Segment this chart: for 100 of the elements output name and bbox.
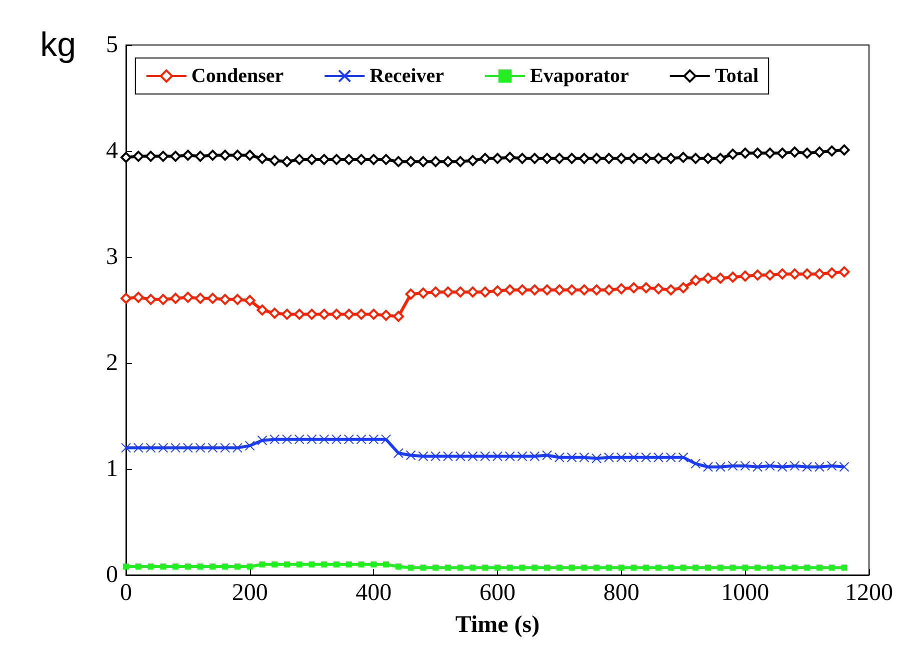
point (132, 292, 144, 303)
point (294, 154, 305, 165)
point (321, 561, 328, 568)
point (442, 286, 454, 298)
point (306, 434, 317, 444)
point (640, 282, 652, 294)
point (792, 564, 798, 571)
x-tick-label: 200 (232, 580, 268, 606)
point (839, 462, 850, 472)
point (705, 564, 712, 571)
point (566, 452, 577, 462)
point (653, 452, 664, 462)
point (256, 304, 268, 316)
point (554, 452, 564, 462)
point (603, 152, 614, 164)
point (331, 308, 342, 320)
point (702, 152, 714, 164)
point (284, 561, 290, 568)
point (519, 564, 526, 571)
point (530, 451, 540, 462)
point (579, 452, 590, 462)
point (554, 284, 565, 296)
point (754, 564, 761, 571)
point (467, 155, 478, 166)
point (234, 564, 240, 570)
point (308, 561, 315, 568)
point (158, 442, 168, 453)
point (655, 564, 662, 571)
point (482, 564, 488, 571)
point (517, 451, 528, 462)
point (556, 564, 562, 571)
x-tick-label: 1200 (845, 580, 893, 606)
point (764, 460, 775, 471)
point (668, 564, 674, 571)
point (665, 152, 676, 164)
point (256, 152, 268, 164)
point (826, 146, 838, 156)
point (616, 283, 627, 294)
point (802, 268, 813, 280)
point (838, 266, 850, 278)
point (356, 154, 367, 165)
point (492, 152, 503, 164)
point (319, 434, 330, 444)
x-tick-label: 400 (356, 580, 392, 606)
point (690, 458, 701, 469)
point (592, 453, 602, 464)
point (678, 152, 689, 163)
legend-label: Condenser (191, 65, 284, 87)
point (420, 564, 426, 571)
point (418, 451, 428, 462)
point (281, 308, 292, 320)
y-tick-label: 5 (106, 32, 118, 58)
point (195, 442, 206, 453)
point (269, 155, 280, 166)
point (318, 308, 330, 320)
point (566, 152, 578, 164)
point (343, 308, 354, 320)
point (814, 268, 825, 280)
point (444, 564, 451, 571)
point (467, 286, 478, 298)
point (282, 434, 292, 444)
point (728, 460, 738, 471)
point (132, 150, 144, 162)
point (492, 285, 503, 296)
y-tick-label: 4 (106, 138, 118, 164)
point (776, 268, 788, 280)
point (343, 154, 354, 165)
point (332, 434, 342, 444)
point (618, 564, 624, 571)
point (480, 152, 491, 164)
point (665, 284, 676, 296)
point (814, 462, 824, 472)
point (432, 564, 439, 571)
point (678, 282, 689, 294)
point (220, 294, 231, 305)
point (529, 284, 540, 296)
x-tick-label: 800 (603, 580, 640, 606)
point (172, 564, 179, 570)
point (606, 564, 612, 571)
point (356, 434, 366, 444)
x-tick-label: 1000 (721, 580, 770, 606)
y-tick-label: 3 (106, 244, 118, 270)
point (318, 154, 330, 165)
point (494, 564, 500, 571)
point (702, 272, 714, 284)
point (145, 294, 156, 305)
point (383, 561, 390, 568)
point (717, 564, 724, 571)
point (123, 564, 129, 570)
point (740, 148, 751, 159)
point (804, 564, 810, 571)
point (392, 310, 404, 322)
point (838, 144, 850, 156)
point (542, 450, 552, 460)
point (542, 284, 553, 296)
point (281, 156, 292, 168)
point (566, 284, 578, 296)
point (346, 561, 352, 568)
point (764, 148, 776, 159)
point (678, 452, 688, 462)
